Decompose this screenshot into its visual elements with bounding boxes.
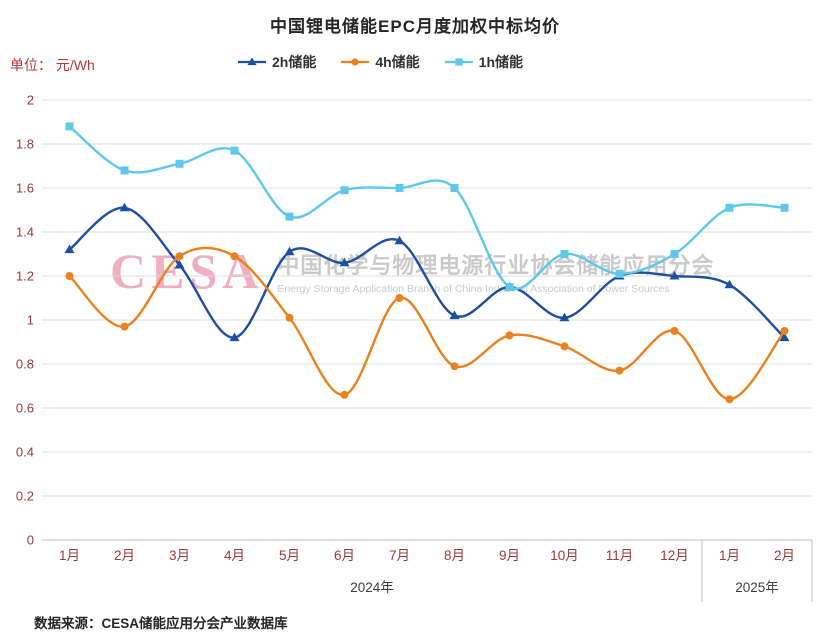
marker-4h-7 [450,362,459,371]
marker-1h-3 [230,146,239,155]
marker-1h-9 [560,250,569,258]
marker-2h-5 [339,257,350,267]
x-tick-label: 10月 [550,548,579,563]
x-tick-label: 1月 [719,548,740,563]
marker-1h-2 [175,159,184,168]
marker-2h-1 [119,202,130,212]
marker-1h-10 [615,269,624,278]
marker-4h-11 [670,327,679,335]
marker-2h-13 [779,332,790,342]
year-group-label: 2025年 [735,580,779,595]
legend-shape-4h [351,58,359,66]
marker-1h-7 [450,184,459,192]
x-tick-label: 8月 [444,548,465,563]
marker-4h-1 [120,322,129,331]
marker-4h-4 [285,313,294,322]
marker-1h-6 [395,184,404,192]
marker-2h-7 [449,310,460,320]
x-tick-label: 3月 [169,548,190,563]
marker-4h-9 [560,342,569,351]
series-line-1h [68,125,786,290]
marker-2h-0 [64,244,75,254]
marker-4h-13 [780,327,789,335]
legend-marker-4h [341,58,370,66]
marker-1h-1 [120,166,129,175]
x-tick-label: 4月 [224,548,245,563]
marker-1h-8 [505,283,514,291]
unit-label: 单位： 元/Wh [10,57,95,73]
x-tick-label: 5月 [279,548,300,563]
marker-1h-5 [340,186,349,195]
y-tick-label: 0.6 [16,401,34,416]
marker-4h-2 [175,252,184,261]
marker-2h-6 [394,235,405,245]
x-tick-label: 2月 [774,548,795,563]
marker-1h-4 [285,212,294,221]
marker-4h-0 [65,272,74,280]
series-line-4h [68,246,786,401]
y-tick-label: 0 [27,533,34,548]
series-line-2h [68,206,786,339]
y-tick-label: 1.6 [16,181,34,196]
year-group-label: 2024年 [350,580,394,595]
marker-4h-3 [230,252,239,261]
legend-label-1h: 1h储能 [478,54,524,70]
legend-label-2h: 2h储能 [271,54,317,70]
marker-2h-2 [174,260,185,269]
y-tick-label: 1.8 [16,137,34,152]
x-tick-label: 7月 [389,548,410,563]
legend-shape-2h [247,57,257,66]
marker-1h-12 [725,203,734,212]
legend-item-1h: 1h储能 [444,52,523,72]
legend: 2h储能 4h储能 1h储能 [0,52,795,72]
y-tick-label: 0.4 [16,445,34,460]
marker-1h-11 [670,250,679,258]
marker-2h-11 [669,271,680,280]
marker-4h-5 [340,390,349,399]
marker-4h-6 [395,294,404,302]
y-tick-label: 0.8 [16,357,34,372]
y-tick-label: 1.4 [16,225,34,240]
marker-2h-4 [284,246,295,256]
legend-item-4h: 4h储能 [340,52,420,72]
x-tick-label: 1月 [59,548,80,563]
y-tick-label: 1 [27,313,34,328]
marker-2h-12 [724,279,735,289]
y-tick-label: 1.2 [16,269,34,284]
legend-item-2h: 2h储能 [237,52,316,72]
data-source: 数据来源：CESA储能应用分会产业数据库 [34,616,288,631]
x-tick-label: 12月 [660,548,689,563]
y-tick-label: 2 [27,93,34,108]
x-tick-label: 9月 [499,548,520,563]
legend-label-4h: 4h储能 [375,54,420,70]
chart-title: 中国锂电储能EPC月度加权中标均价 [270,17,560,36]
legend-marker-1h [444,58,473,66]
marker-2h-3 [229,332,240,342]
marker-2h-9 [559,312,570,322]
y-tick-label: 0.2 [16,489,34,504]
marker-4h-8 [505,331,514,340]
marker-4h-10 [615,366,624,375]
legend-marker-2h [237,57,266,66]
x-tick-label: 6月 [334,548,355,563]
marker-4h-12 [725,395,734,404]
legend-shape-1h [455,58,463,66]
marker-1h-0 [65,122,74,131]
x-tick-label: 2月 [114,548,135,563]
x-tick-label: 11月 [606,548,634,563]
marker-1h-13 [780,203,789,212]
